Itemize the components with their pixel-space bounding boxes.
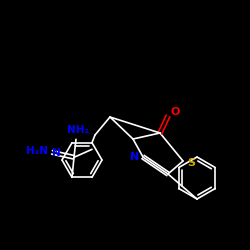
Text: S: S bbox=[187, 158, 195, 168]
Text: NH₂: NH₂ bbox=[67, 125, 89, 135]
Text: N: N bbox=[52, 148, 60, 158]
Text: N: N bbox=[130, 152, 140, 162]
Text: O: O bbox=[170, 107, 180, 117]
Text: H₂N: H₂N bbox=[26, 146, 48, 156]
